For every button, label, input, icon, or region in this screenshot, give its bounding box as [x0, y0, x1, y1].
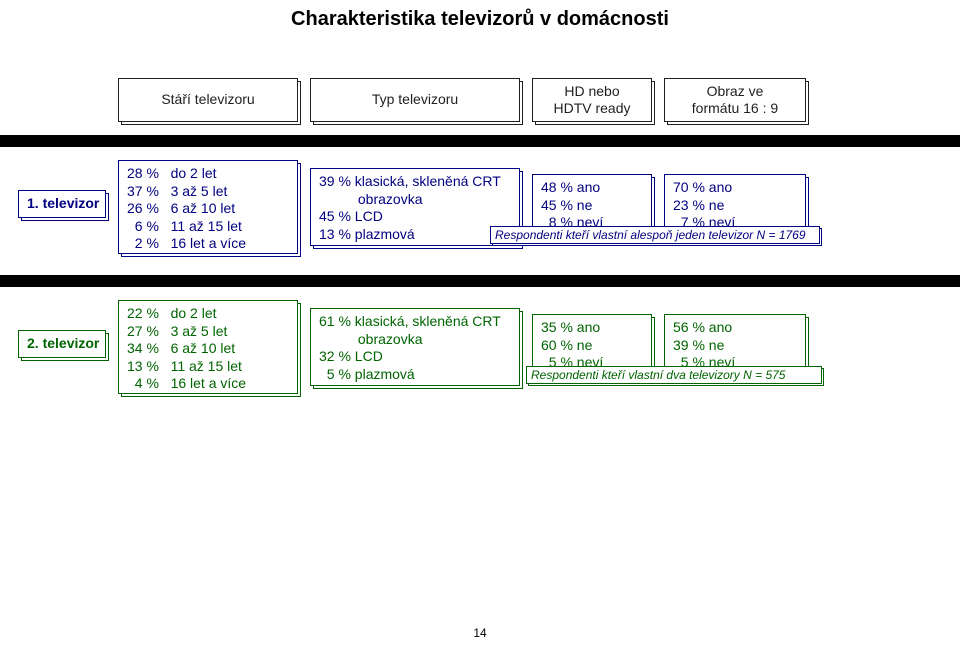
header-type-label: Typ televizoru [364, 87, 466, 113]
tv1-ar-box: 70 % ano 23 % ne 7 % neví [664, 174, 806, 234]
header-ar-label: Obraz ve formátu 16 : 9 [684, 79, 786, 122]
tv1-type-box: 39 % klasická, skleněná CRT obrazovka 45… [310, 168, 520, 246]
header-hd: HD nebo HDTV ready [532, 78, 652, 122]
tv1-label-box: 1. televizor [18, 190, 106, 218]
tv2-ar-box: 56 % ano 39 % ne 5 % neví [664, 314, 806, 374]
divider-bar-1 [0, 135, 960, 147]
divider-bar-2 [0, 275, 960, 287]
tv1-label: 1. televizor [19, 191, 105, 217]
tv1-type: 39 % klasická, skleněná CRT obrazovka 45… [311, 169, 519, 247]
header-type: Typ televizoru [310, 78, 520, 122]
header-age: Stáří televizoru [118, 78, 298, 122]
page-number: 14 [0, 626, 960, 640]
tv2-label: 2. televizor [19, 331, 105, 357]
tv2-type: 61 % klasická, skleněná CRT obrazovka 32… [311, 309, 519, 387]
tv1-age: 28 % do 2 let 37 % 3 až 5 let 26 % 6 až … [119, 161, 297, 257]
header-hd-label: HD nebo HDTV ready [545, 79, 638, 122]
tv2-type-box: 61 % klasická, skleněná CRT obrazovka 32… [310, 308, 520, 386]
page-title: Charakteristika televizorů v domácnosti [0, 8, 960, 31]
tv2-age: 22 % do 2 let 27 % 3 až 5 let 34 % 6 až … [119, 301, 297, 397]
header-age-label: Stáří televizoru [153, 87, 262, 113]
tv2-note: Respondenti kteří vlastní dva televizory… [526, 366, 822, 384]
tv1-note: Respondenti kteří vlastní alespoň jeden … [490, 226, 820, 244]
tv2-label-box: 2. televizor [18, 330, 106, 358]
tv2-hd-box: 35 % ano 60 % ne 5 % neví [532, 314, 652, 374]
header-ar: Obraz ve formátu 16 : 9 [664, 78, 806, 122]
tv2-age-box: 22 % do 2 let 27 % 3 až 5 let 34 % 6 až … [118, 300, 298, 394]
tv1-hd-box: 48 % ano 45 % ne 8 % neví [532, 174, 652, 234]
tv1-age-box: 28 % do 2 let 37 % 3 až 5 let 26 % 6 až … [118, 160, 298, 254]
